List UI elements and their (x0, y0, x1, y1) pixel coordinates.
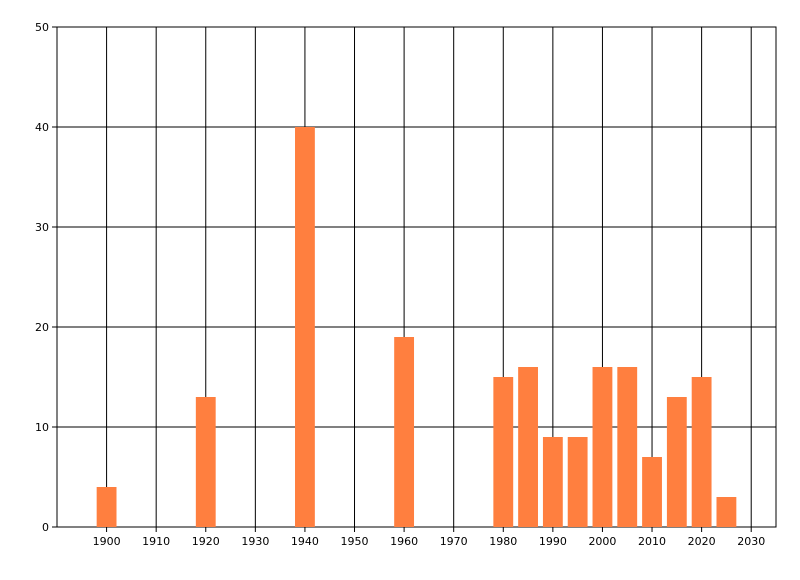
bar (567, 437, 588, 527)
x-tick-label: 2020 (688, 535, 716, 548)
x-tick-label: 1950 (341, 535, 369, 548)
bar (394, 337, 415, 527)
bar (716, 497, 737, 527)
y-tick-label: 0 (42, 521, 49, 534)
y-tick-label: 10 (35, 421, 49, 434)
x-tick-label: 1990 (539, 535, 567, 548)
bar (542, 437, 563, 527)
x-tick-label: 1930 (241, 535, 269, 548)
bar (493, 377, 514, 527)
bar (666, 397, 687, 527)
y-tick-label: 40 (35, 121, 49, 134)
x-tick-label: 1920 (192, 535, 220, 548)
x-tick-label: 1980 (489, 535, 517, 548)
y-tick-label: 30 (35, 221, 49, 234)
x-tick-label: 2010 (638, 535, 666, 548)
bar (195, 397, 216, 527)
bar (295, 127, 315, 527)
x-tick-label: 1960 (390, 535, 418, 548)
bar (518, 367, 538, 527)
y-tick-label: 50 (35, 21, 49, 34)
x-tick-label: 1900 (93, 535, 121, 548)
y-tick-label: 20 (35, 321, 49, 334)
x-tick-label: 2000 (588, 535, 616, 548)
x-tick-label: 1940 (291, 535, 319, 548)
bar (617, 367, 638, 527)
bar (691, 377, 712, 527)
x-tick-label: 1910 (142, 535, 170, 548)
bar (592, 367, 613, 527)
x-tick-label: 1970 (440, 535, 468, 548)
bar (642, 457, 662, 527)
x-tick-label: 2030 (737, 535, 765, 548)
bar (96, 487, 117, 527)
